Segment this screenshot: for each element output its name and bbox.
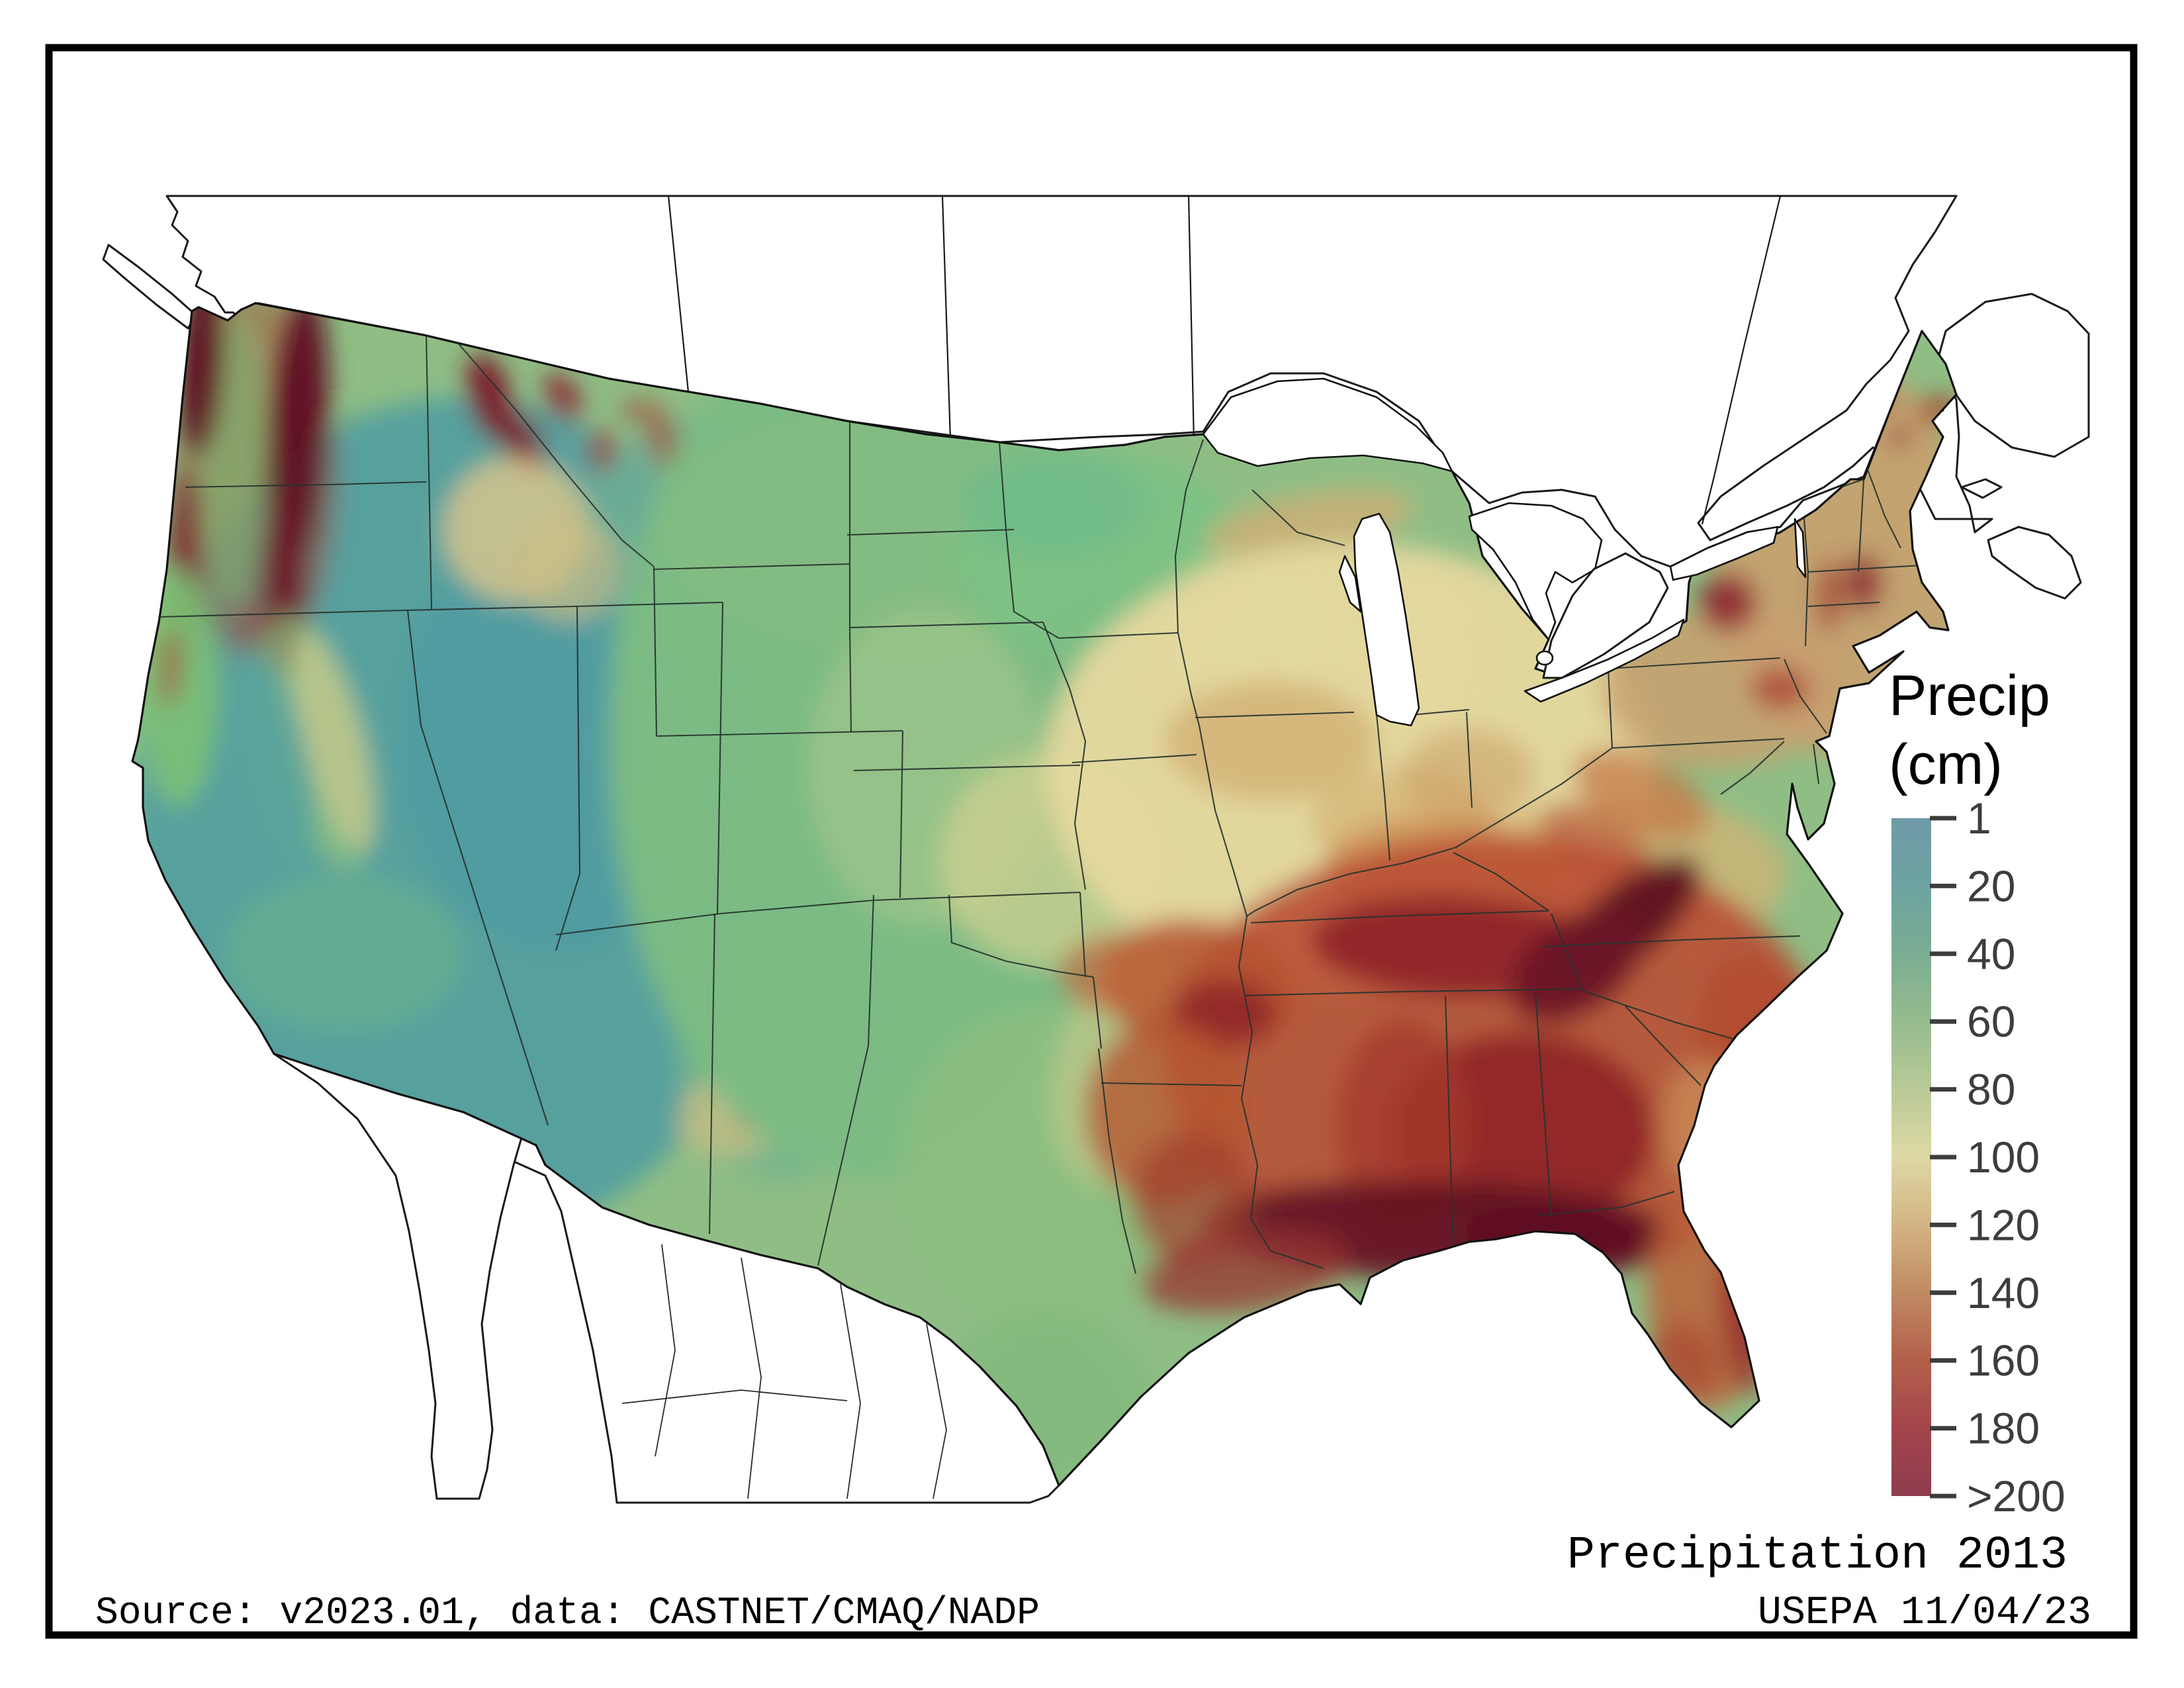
agency-date: USEPA 11/04/23: [1758, 1591, 2091, 1636]
legend-tick-label: 180: [1967, 1404, 2040, 1453]
ontario-peninsula: [1542, 552, 1669, 679]
legend-tick-label: 160: [1967, 1336, 2040, 1385]
legend-tick-label: 100: [1967, 1133, 2040, 1182]
lake-superior: [1202, 377, 1453, 473]
footer: Precipitation 2013 USEPA 11/04/23 Source…: [95, 1530, 2091, 1636]
legend-title-line1: Precip: [1889, 664, 2050, 727]
lake-ontario: [1669, 526, 1779, 581]
legend-title-line2: (cm): [1889, 733, 2003, 796]
legend-tick-label: 60: [1967, 997, 2015, 1046]
great-lakes: [1202, 377, 1807, 727]
lake-st-clair: [1535, 650, 1554, 666]
us-state-borders: [158, 333, 1923, 1274]
lake-michigan: [1353, 512, 1420, 727]
lake-erie: [1524, 618, 1685, 703]
mexico-landmass: [273, 1053, 1060, 1504]
us-precipitation-raster: [131, 302, 1958, 1487]
lake-huron: [1468, 502, 1603, 641]
legend-tick-label: 1: [1967, 794, 1991, 843]
map-title: Precipitation 2013: [1567, 1530, 2068, 1582]
legend-tick-label: 120: [1967, 1200, 2040, 1249]
vancouver-island: [102, 244, 197, 330]
legend-tick-label: 40: [1967, 929, 2015, 978]
canada-landmass: [102, 195, 2090, 600]
us-border-outline: [131, 302, 1958, 1487]
lake-champlain: [1794, 518, 1807, 579]
nova-scotia: [1987, 526, 2082, 600]
legend-tick-label: 20: [1967, 861, 2015, 910]
source-text: Source: v2023.01, data: CASTNET/CMAQ/NAD…: [95, 1592, 1040, 1635]
page-frame: [45, 44, 2138, 1639]
legend-colorbar: [1891, 818, 1931, 1496]
canada-province-borders: [667, 195, 1782, 525]
legend-tick-label: 140: [1967, 1268, 2040, 1317]
mexico-state-borders: [621, 1244, 947, 1499]
green-bay: [1338, 555, 1362, 613]
newfoundland: [1938, 293, 2090, 458]
prince-edward-island: [1960, 478, 2003, 499]
legend-tick-label: >200: [1967, 1472, 2066, 1521]
legend-tick-label: 80: [1967, 1065, 2015, 1114]
